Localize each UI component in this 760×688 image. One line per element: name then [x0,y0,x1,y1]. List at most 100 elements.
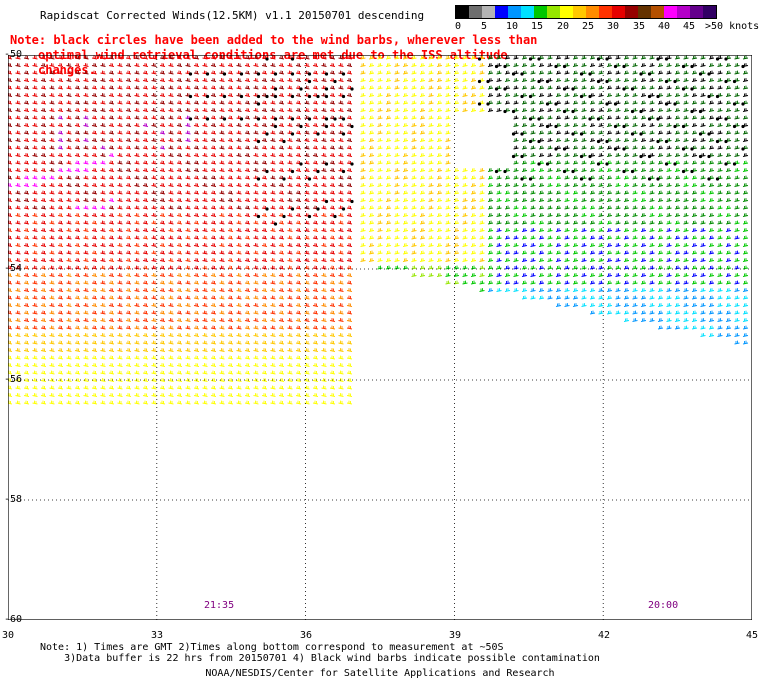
wind-barb [193,160,200,165]
wind-barb [564,228,570,232]
wind-barb [615,273,621,277]
wind-barb [134,145,140,150]
wind-barb [83,400,89,405]
wind-barb [83,63,89,67]
wind-barb [581,243,587,247]
wind-barb [8,340,13,345]
wind-barb [725,153,732,157]
wind-barb [32,70,38,75]
wind-barb [666,250,672,255]
wind-barb [278,183,285,187]
wind-barb [632,93,638,97]
wind-barb [321,355,327,360]
wind-barb [49,63,55,67]
wind-barb [74,243,81,247]
wind-barb [513,175,519,180]
wind-barb [470,63,477,67]
wind-barb [555,213,562,217]
wind-barb [530,85,536,90]
wind-barb [496,235,502,240]
wind-barb [100,190,106,195]
wind-barb [572,78,579,82]
wind-barb [23,123,30,127]
wind-barb [346,363,353,367]
wind-barb [538,220,545,225]
wind-barb [462,100,468,105]
wind-barb [270,228,276,232]
wind-barb [304,295,310,300]
wind-barb [708,205,715,210]
wind-barb [589,190,596,195]
wind-barb [236,55,242,60]
wind-barb [134,325,140,330]
wind-barb [394,85,400,90]
wind-barb [159,333,166,337]
wind-barb [581,168,587,172]
wind-barb [210,198,217,202]
wind-barb [725,303,732,307]
wind-barb [368,220,375,225]
wind-barb [615,108,621,112]
wind-barb [734,303,740,307]
wind-barb [117,273,123,277]
wind-barb [142,205,149,210]
wind-barb [674,265,681,270]
wind-barb [261,220,268,225]
wind-barb [83,280,89,285]
wind-barb [411,190,417,195]
wind-barb [74,175,81,180]
wind-barb [66,55,72,60]
wind-barb [66,355,72,360]
wind-barb [159,348,166,352]
wind-barb [23,145,30,150]
wind-barb [23,288,30,292]
wind-barb [312,198,319,202]
wind-barb [572,213,579,217]
wind-barb [632,318,638,322]
wind-barb [66,78,72,82]
wind-barb [185,370,191,375]
wind-barb [329,303,336,307]
wind-barb [227,378,234,382]
wind-barb [487,93,494,97]
wind-barb [402,250,409,255]
contamination-marker [188,117,193,121]
wind-barb [210,55,217,60]
wind-barb [674,280,681,285]
wind-barb [125,228,132,232]
wind-barb [185,385,191,390]
wind-barb [394,93,400,97]
wind-barb [185,325,191,330]
wind-barb [91,378,98,382]
wind-barb [261,265,268,270]
wind-barb [40,183,47,187]
wind-barb [176,130,183,135]
wind-barb [717,123,723,127]
wind-barb [117,288,123,292]
wind-barb [91,318,98,322]
wind-barb [632,265,638,270]
wind-barb [581,295,587,300]
wind-barb [117,348,123,352]
wind-barb [210,258,217,262]
wind-barb [674,295,681,300]
wind-barb [394,190,400,195]
wind-barb [725,228,732,232]
wind-barb [66,273,72,277]
wind-barb [734,228,740,232]
wind-barb [278,63,285,67]
wind-barb [151,363,157,367]
wind-barb [513,100,519,105]
wind-barb [295,280,302,285]
contamination-marker [664,57,669,61]
wind-barb [329,130,336,135]
wind-barb [742,168,749,172]
contamination-marker [511,154,516,159]
contamination-marker [579,132,584,136]
wind-barb [159,115,166,120]
wind-barb [708,85,715,90]
wind-barb [462,168,468,172]
wind-barb [57,228,64,232]
wind-barb [134,168,140,172]
wind-barb [91,145,98,150]
